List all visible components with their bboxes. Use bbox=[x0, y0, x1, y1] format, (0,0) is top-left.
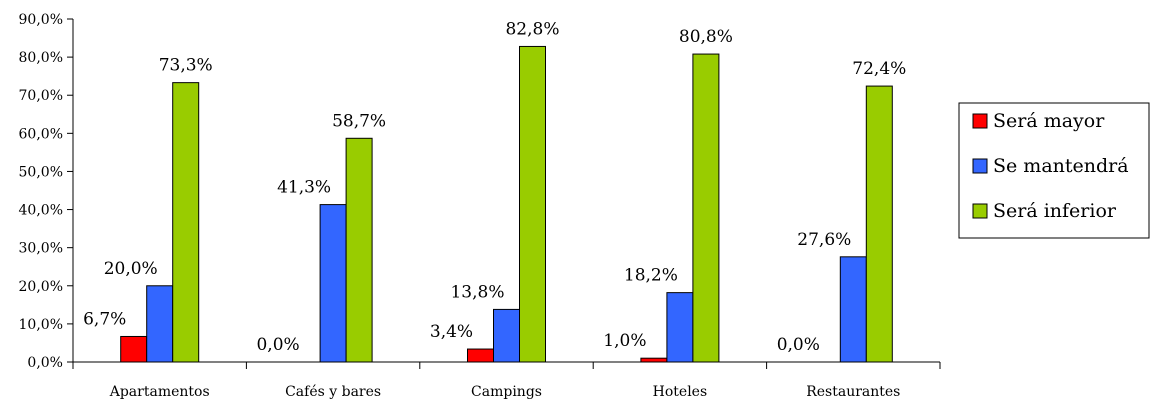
bar bbox=[345, 137, 373, 363]
bar bbox=[172, 82, 200, 363]
data-label: 82,8% bbox=[505, 19, 559, 39]
y-tick-label: 90,0% bbox=[19, 12, 63, 28]
data-label: 72,4% bbox=[852, 59, 906, 79]
x-tick-label: Apartamentos bbox=[109, 384, 210, 400]
y-tick-label: 60,0% bbox=[19, 126, 63, 142]
data-label: 0,0% bbox=[256, 335, 299, 355]
bar bbox=[640, 357, 668, 363]
y-tick-label: 20,0% bbox=[19, 279, 63, 295]
data-label: 13,8% bbox=[450, 282, 504, 302]
bar bbox=[865, 85, 893, 363]
data-label: 3,4% bbox=[430, 322, 473, 342]
data-label: 20,0% bbox=[104, 259, 158, 279]
legend-swatch bbox=[972, 203, 988, 219]
data-label: 80,8% bbox=[679, 27, 733, 47]
legend-label: Se mantendrá bbox=[993, 155, 1129, 177]
legend-box bbox=[958, 102, 1150, 239]
x-tick-label: Restaurantes bbox=[806, 384, 900, 400]
data-label: 6,7% bbox=[83, 309, 126, 329]
x-tick-label: Campings bbox=[471, 384, 542, 400]
bar bbox=[692, 53, 720, 363]
bar bbox=[319, 204, 347, 363]
data-label: 1,0% bbox=[603, 331, 646, 351]
bar bbox=[493, 308, 520, 363]
y-axis: 0,0% 10,0% 20,0% 30,0% 40,0% 50,0% 60,0% 70,0% 8… bbox=[19, 12, 74, 371]
legend-swatch bbox=[972, 158, 988, 174]
x-tick-label: Hoteles bbox=[653, 384, 708, 400]
data-label: 0,0% bbox=[777, 335, 820, 355]
legend: Será mayor Se mantendrá Será inferior bbox=[958, 102, 1150, 239]
legend-label: Será inferior bbox=[993, 200, 1117, 222]
data-label: 73,3% bbox=[159, 56, 213, 76]
data-labels: 6,7% 20,0% 73,3% 0,0% 41,3% 58,7% 3,4% 13,8% 82,… bbox=[83, 19, 906, 355]
legend-label: Será mayor bbox=[993, 110, 1105, 132]
data-label: 18,2% bbox=[624, 266, 678, 286]
bar bbox=[146, 285, 174, 363]
bar bbox=[839, 256, 867, 363]
bar bbox=[467, 348, 494, 363]
bar bbox=[120, 335, 148, 363]
y-tick-label: 0,0% bbox=[27, 355, 63, 371]
data-label: 41,3% bbox=[277, 178, 331, 198]
legend-swatch bbox=[972, 113, 988, 129]
bars bbox=[120, 45, 893, 363]
bar bbox=[666, 292, 694, 363]
x-tick-label: Cafés y bares bbox=[285, 384, 381, 400]
y-tick-label: 70,0% bbox=[19, 88, 63, 104]
y-tick-label: 80,0% bbox=[19, 50, 63, 66]
y-tick-label: 10,0% bbox=[19, 317, 63, 333]
bar bbox=[519, 45, 546, 363]
y-tick-label: 50,0% bbox=[19, 164, 63, 180]
data-label: 27,6% bbox=[797, 230, 851, 250]
y-tick-label: 40,0% bbox=[19, 203, 63, 219]
y-tick-label: 30,0% bbox=[19, 241, 63, 257]
x-axis: Apartamentos Cafés y bares Campings Hoteles… bbox=[72, 361, 941, 400]
data-label: 58,7% bbox=[332, 111, 386, 131]
